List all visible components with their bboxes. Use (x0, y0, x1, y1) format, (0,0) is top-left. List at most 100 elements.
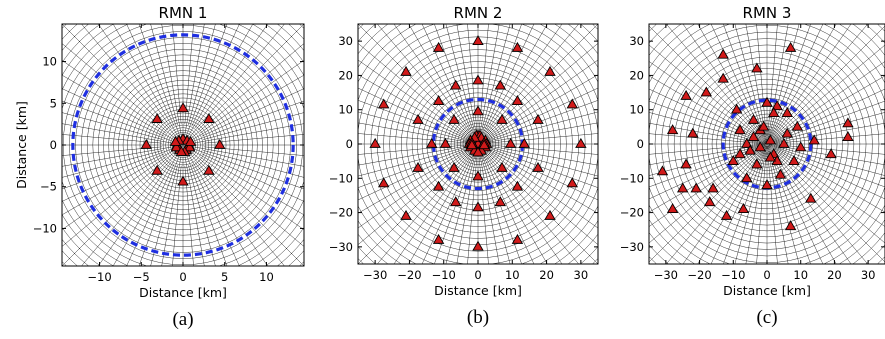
station-marker (472, 74, 484, 85)
mesh-spoke (481, 24, 535, 137)
mesh-spoke (649, 44, 766, 143)
mesh-spoke (188, 24, 216, 125)
mesh-spoke (112, 24, 181, 141)
station-marker (700, 86, 713, 97)
mesh-spoke (185, 24, 254, 141)
mesh-spoke (203, 112, 304, 140)
mesh-spoke (649, 149, 762, 263)
station-marker (781, 107, 793, 117)
mesh-spoke (138, 24, 182, 141)
y-tick-label: −10 (33, 221, 57, 235)
stations (369, 35, 587, 251)
station-marker (412, 113, 424, 124)
mesh-spoke (203, 146, 304, 156)
mesh-spoke (767, 145, 789, 264)
station-marker (183, 141, 196, 152)
mesh-spoke (649, 122, 766, 144)
mesh-spoke (62, 146, 163, 156)
x-tick-label: 10 (259, 270, 274, 284)
mesh-spoke (201, 153, 304, 202)
mesh-spoke (723, 24, 767, 143)
mesh-spoke (767, 24, 778, 136)
station-marker (496, 161, 508, 172)
mesh-spoke (191, 163, 240, 266)
mesh-spoke (479, 24, 579, 143)
station-marker (466, 139, 478, 150)
mesh-spoke (186, 43, 304, 142)
mesh-spoke (486, 146, 598, 177)
mesh-spoke (377, 24, 477, 143)
mesh-spoke (666, 145, 766, 264)
mesh-spoke (62, 150, 163, 178)
mesh-spoke (408, 145, 478, 264)
station-marker (377, 98, 390, 109)
mesh-spoke (187, 74, 304, 143)
mesh-spoke (768, 122, 885, 144)
y-tick-label: −20 (620, 206, 644, 220)
mesh-spoke (187, 147, 304, 216)
mesh-spoke (745, 24, 767, 143)
station-marker (764, 134, 777, 145)
mesh-spoke (768, 24, 868, 143)
mesh-spoke (98, 161, 172, 266)
station-marker (666, 124, 679, 135)
chart-title: RMN 2 (454, 4, 503, 22)
station-marker (478, 139, 490, 150)
y-tick-label: −30 (329, 240, 353, 254)
station-marker (730, 103, 743, 114)
y-tick-label: 0 (346, 137, 353, 151)
station-marker (768, 107, 780, 117)
mesh-spoke (767, 152, 778, 264)
station-marker (707, 182, 719, 193)
station-marker (511, 41, 524, 52)
x-tick-label: −10 (432, 268, 456, 282)
station-marker (544, 209, 556, 220)
mesh-spoke (358, 133, 470, 144)
mesh-spoke (479, 100, 598, 144)
station-marker (791, 120, 804, 131)
station-marker (140, 138, 153, 149)
x-tick-label: 20 (539, 268, 554, 282)
station-marker (494, 79, 507, 90)
mesh-spoke (187, 146, 304, 190)
mesh-spoke (194, 24, 268, 129)
station-marker (432, 41, 445, 52)
mesh-spoke (126, 24, 175, 127)
station-marker (690, 182, 702, 193)
mesh-spoke (478, 24, 489, 136)
station-marker (741, 137, 753, 148)
mesh-spoke (183, 24, 205, 141)
station-marker (734, 148, 746, 159)
mesh-spoke (772, 25, 885, 139)
station-marker (656, 165, 669, 176)
station-marker (170, 141, 183, 152)
mesh-spoke (150, 24, 178, 125)
station-marker (532, 113, 544, 124)
x-tick-label: −30 (363, 268, 387, 282)
stations (656, 41, 854, 231)
mesh-spoke (480, 24, 511, 136)
mesh-spoke (649, 144, 766, 213)
stations (140, 102, 226, 186)
station-marker (680, 89, 692, 100)
station-marker (472, 146, 484, 157)
y-tick-label: 30 (338, 34, 353, 48)
mesh-spoke (649, 133, 759, 144)
mesh-spoke (445, 152, 476, 264)
mesh-spoke (649, 112, 759, 143)
station-marker (518, 137, 531, 148)
station-marker (575, 137, 587, 148)
y-tick-label: 30 (629, 34, 644, 48)
station-marker (757, 120, 770, 131)
station-marker (369, 137, 381, 148)
mesh-spoke (767, 24, 837, 143)
mesh-spoke (480, 152, 511, 264)
station-marker (449, 79, 462, 90)
y-tick-label: −20 (329, 206, 353, 220)
mesh-spoke (456, 145, 478, 264)
mesh-spoke (478, 145, 522, 264)
x-tick-label: 30 (861, 268, 876, 282)
station-marker (825, 148, 837, 159)
mesh-spoke (421, 24, 475, 137)
station-marker (377, 177, 390, 188)
